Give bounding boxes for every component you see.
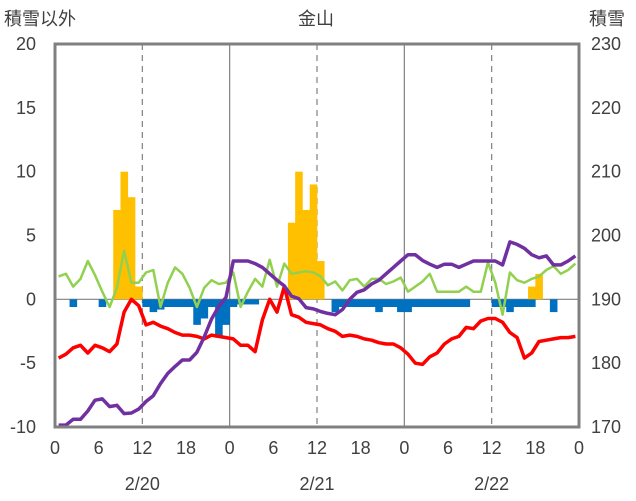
x-hour-tick-label: 6 — [94, 438, 104, 458]
negative-component-bar — [411, 299, 420, 307]
left-axis-label: 積雪以外 — [4, 9, 76, 30]
negative-component-bar — [251, 299, 260, 305]
negative-component-bar — [367, 299, 376, 307]
snowfall-bar — [120, 171, 129, 300]
right-y-ticks: 230 220 210 200 190 180 170 — [591, 34, 621, 437]
negative-component-bar — [360, 299, 369, 307]
right-y-tick-label: 170 — [591, 417, 621, 437]
negative-component-bar — [222, 299, 230, 325]
right-y-tick-label: 210 — [591, 162, 621, 182]
left-y-tick-label: 0 — [26, 289, 36, 309]
temperature-line — [57, 284, 576, 367]
negative-component-bar — [207, 299, 216, 307]
negative-component-bar — [440, 299, 449, 307]
x-hour-tick-label: 18 — [525, 438, 545, 458]
negative-component-bar — [448, 299, 456, 307]
negative-component-bar — [98, 299, 107, 307]
snowfall-bar — [135, 286, 143, 300]
x-hour-tick-label: 0 — [225, 438, 235, 458]
negative-component-bar — [346, 299, 354, 307]
x-hour-tick-label: 0 — [399, 438, 409, 458]
negative-component-bar — [513, 299, 522, 307]
negative-component-bar — [186, 299, 194, 307]
negative-component-bar — [331, 299, 340, 313]
plot-frame — [53, 42, 581, 429]
negative-component-bar — [433, 299, 442, 307]
negative-component-bar — [528, 299, 536, 307]
negative-component-bar — [69, 299, 78, 307]
snowfall-bar — [287, 222, 296, 300]
negative-component-bar — [229, 299, 238, 307]
negative-component-bar — [200, 299, 209, 319]
negative-component-bar — [418, 299, 427, 307]
date-label: 2/20 — [125, 474, 160, 494]
left-y-tick-label: -5 — [20, 353, 36, 373]
left-y-tick-label: 5 — [26, 226, 36, 246]
negative-component-bar — [491, 299, 500, 307]
x-hour-tick-label: 6 — [443, 438, 453, 458]
negative-component-bar — [404, 299, 412, 313]
left-y-ticks: 20 15 10 5 0 -5 -10 — [10, 34, 36, 437]
negative-component-bar — [389, 299, 398, 307]
snowfall-bar — [113, 209, 121, 300]
left-y-tick-label: 20 — [16, 34, 36, 54]
negative-component-bar — [171, 299, 180, 307]
negative-component-bar — [164, 299, 172, 307]
negative-component-bar — [506, 299, 514, 313]
right-y-tick-label: 180 — [591, 353, 621, 373]
snowfall-bar — [309, 184, 318, 300]
x-hour-tick-label: 12 — [132, 438, 152, 458]
right-y-tick-label: 200 — [591, 226, 621, 246]
x-hour-tick-label: 0 — [574, 438, 584, 458]
negative-component-bar — [215, 299, 223, 338]
date-label: 2/21 — [299, 474, 334, 494]
x-hour-tick-label: 6 — [268, 438, 278, 458]
x-date-labels: 2/20 2/21 2/22 — [125, 474, 509, 494]
negative-component-bar — [426, 299, 434, 307]
negative-component-bar — [455, 299, 463, 307]
right-y-tick-label: 230 — [591, 34, 621, 54]
x-hour-tick-label: 18 — [176, 438, 196, 458]
x-hour-tick-label: 12 — [482, 438, 502, 458]
x-hour-tick-label: 18 — [351, 438, 371, 458]
line-series — [57, 240, 577, 427]
negative-component-bar — [142, 299, 150, 307]
right-y-tick-label: 190 — [591, 289, 621, 309]
x-hour-tick-label: 12 — [307, 438, 327, 458]
negative-component-bar — [520, 299, 529, 307]
snowfall-bar — [127, 197, 136, 300]
snowfall-bar — [295, 171, 303, 300]
negative-component-bar — [375, 299, 383, 313]
negative-component-bar — [178, 299, 187, 307]
snowfall-bar — [302, 209, 311, 300]
negative-component-bar — [549, 299, 558, 313]
negative-component-bar — [382, 299, 391, 307]
negative-component-bar — [462, 299, 471, 307]
snowfall-bar — [317, 261, 325, 300]
right-y-tick-label: 220 — [591, 98, 621, 118]
negative-component-bar — [193, 299, 201, 325]
negative-component-bar — [498, 299, 507, 307]
left-y-tick-label: 15 — [16, 98, 36, 118]
x-hour-tick-label: 0 — [50, 438, 60, 458]
x-hour-ticks: 0 6 12 18 0 6 12 18 0 6 12 18 0 — [50, 438, 584, 458]
snowfall-bar — [535, 273, 543, 300]
snow-depth-line — [58, 240, 577, 427]
date-label: 2/22 — [474, 474, 509, 494]
right-axis-label: 積雪 — [589, 9, 625, 30]
left-y-tick-label: 10 — [16, 162, 36, 182]
left-y-tick-label: -10 — [10, 417, 36, 437]
green-line-line — [58, 249, 577, 316]
snowfall-bar — [528, 286, 536, 300]
negative-component-bar — [353, 299, 361, 307]
negative-component-bar — [338, 299, 347, 307]
chart-title: 金山 — [298, 9, 334, 30]
negative-component-bar — [149, 299, 158, 313]
negative-component-bar — [397, 299, 405, 313]
negative-component-bar — [244, 299, 252, 305]
